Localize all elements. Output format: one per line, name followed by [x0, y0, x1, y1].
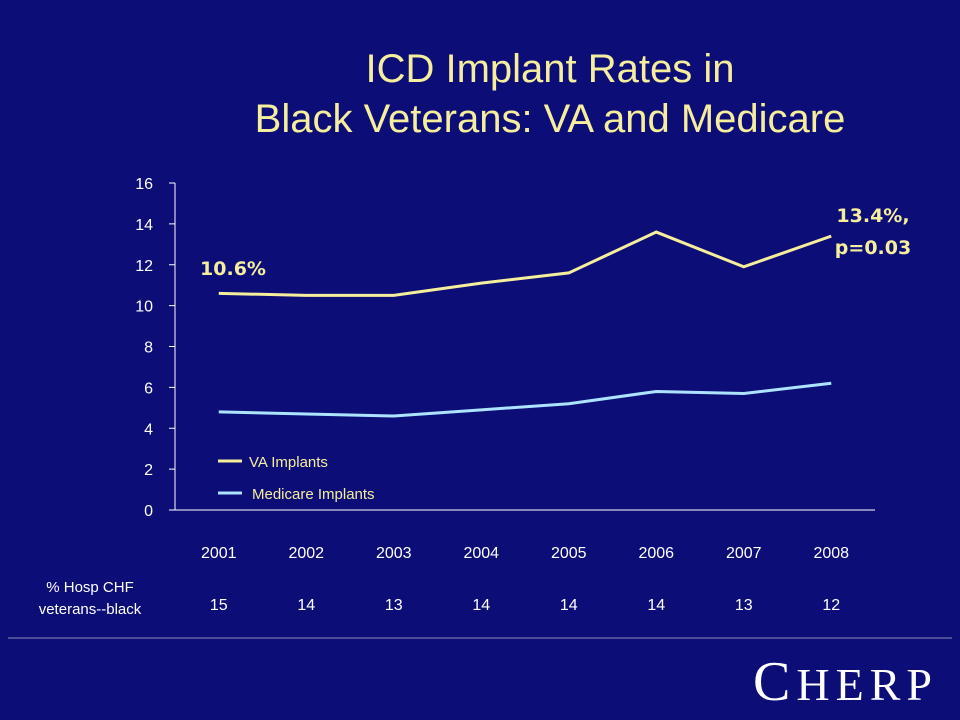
y-tick-label: 6	[144, 380, 153, 397]
table-cell: 14	[472, 597, 490, 614]
title-line-2: Black Veterans: VA and Medicare	[254, 97, 846, 141]
y-tick-label: 2	[144, 462, 153, 479]
series-lines	[218, 230, 832, 418]
table-row-label-line1: % Hosp CHF	[46, 579, 134, 596]
table-cell: 13	[735, 597, 753, 614]
x-tick-labels: 2001 2002 2003 2004 2005 2006 2007 2008	[201, 545, 849, 562]
annotation-label: 13.4%,	[836, 205, 909, 227]
table-cell: 14	[297, 597, 315, 614]
table-cell: 15	[210, 597, 228, 614]
annotations: 10.6% 13.4%, p=0.03	[200, 205, 911, 280]
annotation-label: p=0.03	[835, 237, 911, 259]
y-tick-label: 14	[135, 217, 153, 234]
slide-title: ICD Implant Rates in Black Veterans: VA …	[0, 44, 960, 144]
title-line-1: ICD Implant Rates in	[365, 47, 735, 91]
x-tick-label: 2005	[551, 545, 587, 562]
y-tick-label: 12	[135, 258, 153, 275]
y-tick-label: 16	[135, 176, 153, 193]
y-tick-labels: 0 2 4 6 8 10 12 14 16	[135, 176, 153, 520]
x-tick-label: 2001	[201, 545, 237, 562]
y-tick-label: 4	[144, 421, 153, 438]
table-cell: 12	[822, 597, 840, 614]
y-tick-label: 10	[135, 299, 153, 316]
table-cell: 14	[647, 597, 665, 614]
chart-axes	[169, 182, 875, 511]
legend: VA Implants Medicare Implants	[218, 454, 375, 503]
x-tick-label: 2003	[376, 545, 412, 562]
annotation-label: 10.6%	[200, 258, 266, 280]
legend-label: Medicare Implants	[252, 486, 375, 503]
series-line-medicare-implants	[218, 381, 832, 418]
table-cell: 13	[385, 597, 403, 614]
legend-label: VA Implants	[249, 454, 328, 471]
series-line-va-implants	[218, 230, 832, 297]
x-tick-label: 2002	[288, 545, 324, 562]
cherp-logo: CHERP	[753, 651, 938, 713]
y-tick-label: 8	[144, 340, 153, 357]
table-row-label-line2: veterans--black	[39, 601, 142, 618]
table-row: % Hosp CHF veterans--black 15 14 13 14 14 14 1…	[39, 579, 841, 618]
x-tick-label: 2008	[813, 545, 849, 562]
x-tick-label: 2004	[463, 545, 499, 562]
x-tick-label: 2006	[638, 545, 674, 562]
table-cell: 14	[560, 597, 578, 614]
x-tick-label: 2007	[726, 545, 762, 562]
y-tick-label: 0	[144, 503, 153, 520]
